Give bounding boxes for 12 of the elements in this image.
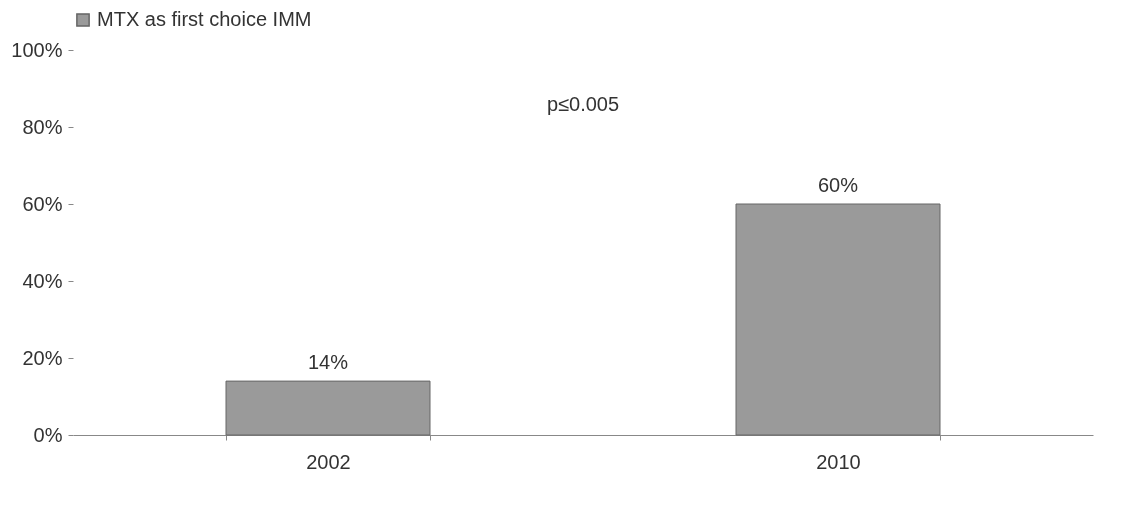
data-label: 60% bbox=[817, 174, 859, 196]
legend-label: MTX as first choice IMM bbox=[97, 8, 312, 30]
y-tick-label: 40% bbox=[22, 269, 63, 292]
y-tick-label: 20% bbox=[22, 346, 63, 369]
y-tick-label: 100% bbox=[11, 38, 63, 61]
y-tick-label: 60% bbox=[22, 192, 63, 215]
data-label: 14% bbox=[307, 351, 349, 374]
annotation: p≤0.005 bbox=[546, 93, 620, 115]
x-tick-label: 2002 bbox=[306, 450, 351, 473]
y-tick-label: 0% bbox=[33, 423, 63, 446]
x-tick-label: 2010 bbox=[816, 450, 861, 473]
y-tick-label: 80% bbox=[22, 115, 63, 138]
